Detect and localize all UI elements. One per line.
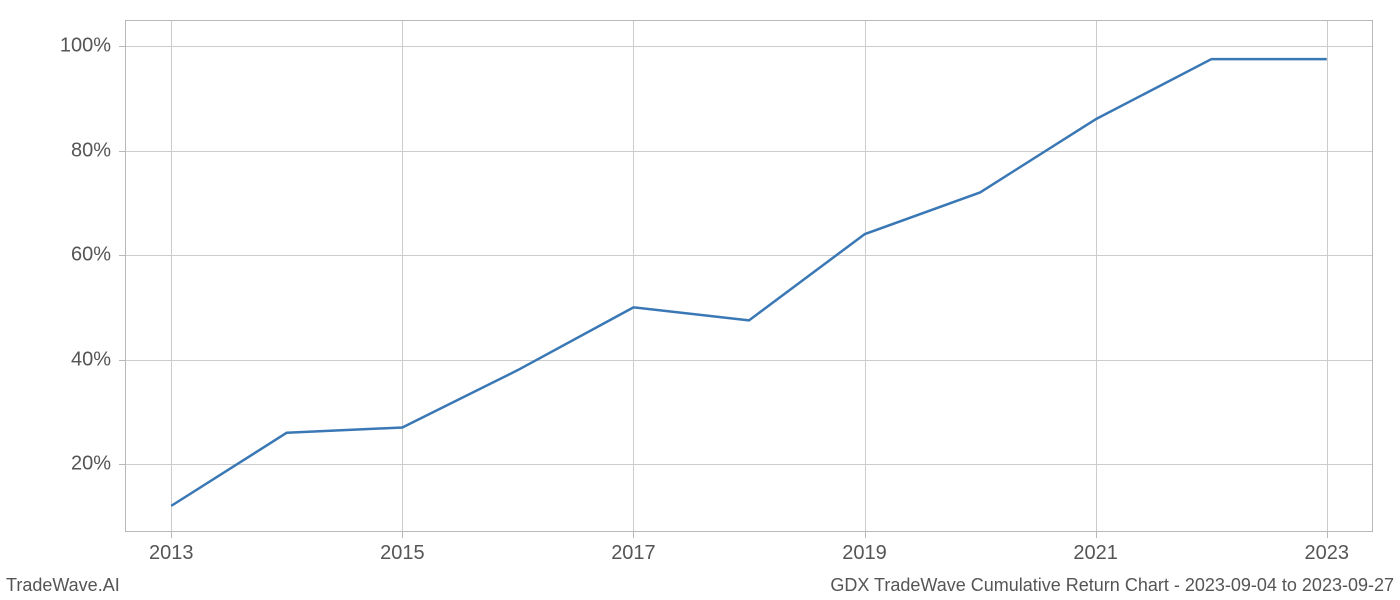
y-tick-label: 20% xyxy=(31,453,111,476)
x-tick-mark xyxy=(865,532,866,538)
x-tick-mark xyxy=(1327,532,1328,538)
cumulative-return-line xyxy=(171,59,1327,506)
x-tick-mark xyxy=(1096,532,1097,538)
y-tick-label: 80% xyxy=(31,139,111,162)
x-tick-label: 2015 xyxy=(380,542,425,565)
footer-left-text: TradeWave.AI xyxy=(6,575,120,596)
plot-area: 20132015201720192021202320%40%60%80%100% xyxy=(125,20,1373,532)
chart-container: 20132015201720192021202320%40%60%80%100%… xyxy=(0,0,1400,600)
x-tick-label: 2023 xyxy=(1305,542,1350,565)
x-tick-label: 2013 xyxy=(149,542,194,565)
x-tick-mark xyxy=(402,532,403,538)
x-tick-mark xyxy=(171,532,172,538)
x-tick-label: 2017 xyxy=(611,542,656,565)
footer-right-text: GDX TradeWave Cumulative Return Chart - … xyxy=(830,575,1394,596)
x-tick-label: 2019 xyxy=(842,542,887,565)
x-tick-mark xyxy=(633,532,634,538)
line-series-layer xyxy=(125,20,1373,532)
y-tick-label: 100% xyxy=(31,35,111,58)
y-tick-label: 60% xyxy=(31,244,111,267)
x-tick-label: 2021 xyxy=(1073,542,1118,565)
y-tick-label: 40% xyxy=(31,348,111,371)
